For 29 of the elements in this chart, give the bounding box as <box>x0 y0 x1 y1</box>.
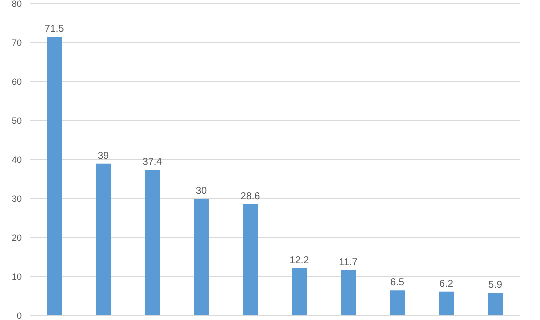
data-label: 12.2 <box>290 255 310 266</box>
y-tick-label: 40 <box>12 155 22 166</box>
data-label: 30 <box>196 186 208 197</box>
data-label: 39 <box>98 150 110 162</box>
y-tick-label: 20 <box>12 233 22 244</box>
data-label: 37.4 <box>142 157 163 168</box>
data-label: 11.7 <box>339 257 358 268</box>
y-tick-label: 0 <box>16 311 22 320</box>
data-label: 71.5 <box>44 24 65 36</box>
bar <box>292 268 307 316</box>
y-tick-label: 80 <box>12 0 22 10</box>
y-tick-label: 10 <box>12 272 22 282</box>
bar <box>390 290 405 316</box>
data-label: 28.6 <box>240 191 261 202</box>
bar <box>47 37 62 316</box>
bar <box>96 164 111 316</box>
bar <box>194 199 209 316</box>
data-label: 6.2 <box>440 278 454 290</box>
bar <box>488 292 503 316</box>
y-tick-label: 30 <box>12 194 22 204</box>
bar <box>341 270 356 316</box>
bar <box>243 204 258 316</box>
y-tick-label: 60 <box>12 77 22 88</box>
y-tick-label: 50 <box>12 116 22 126</box>
data-label: 6.5 <box>390 278 405 289</box>
bar <box>439 292 454 316</box>
data-label: 5.9 <box>488 280 503 291</box>
y-tick-label: 70 <box>12 38 22 48</box>
bar <box>145 170 160 316</box>
